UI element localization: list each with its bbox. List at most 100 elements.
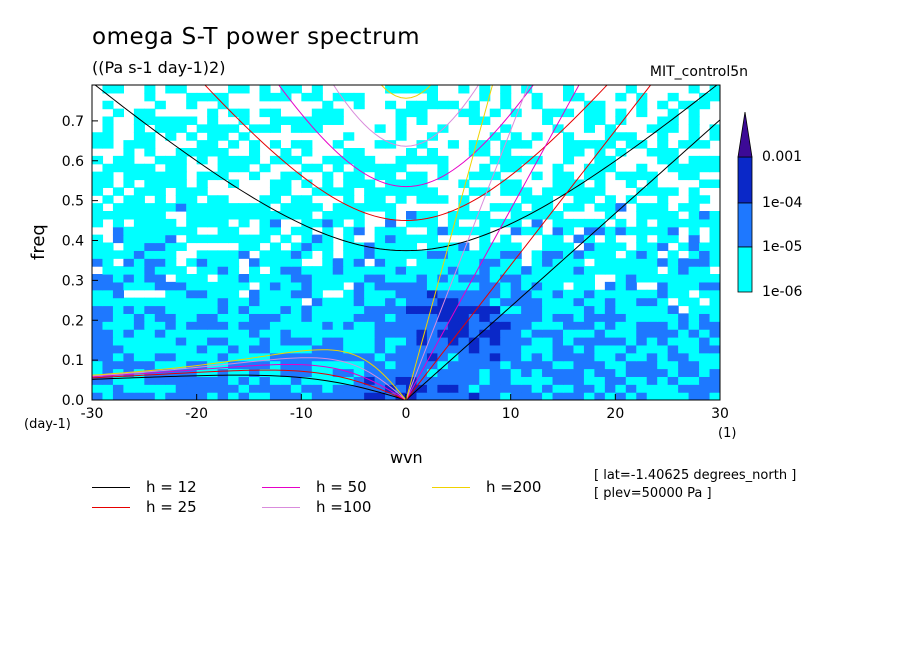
spectrum-cell bbox=[395, 289, 407, 299]
spectrum-cell bbox=[542, 344, 554, 354]
spectrum-cell bbox=[395, 250, 407, 259]
spectrum-cell bbox=[699, 242, 711, 251]
spectrum-cell bbox=[102, 281, 114, 291]
spectrum-cell bbox=[500, 234, 512, 244]
spectrum-cell bbox=[374, 195, 386, 204]
spectrum-cell bbox=[238, 274, 250, 283]
spectrum-cell bbox=[426, 344, 438, 354]
spectrum-cell bbox=[311, 352, 323, 362]
spectrum-cell bbox=[447, 266, 459, 275]
spectrum-cell bbox=[458, 108, 470, 118]
spectrum-cell bbox=[531, 337, 543, 346]
spectrum-cell bbox=[479, 258, 491, 267]
spectrum-cell bbox=[699, 179, 711, 188]
spectrum-cell bbox=[604, 211, 616, 220]
spectrum-cell bbox=[699, 281, 711, 291]
spectrum-cell bbox=[552, 124, 564, 133]
kelvin-curve-h25 bbox=[405, 85, 652, 400]
spectrum-cell bbox=[228, 258, 240, 267]
spectrum-cell bbox=[395, 155, 407, 165]
spectrum-cell bbox=[458, 85, 470, 94]
spectrum-cell bbox=[385, 376, 397, 385]
spectrum-cell bbox=[667, 352, 679, 362]
spectrum-cell bbox=[196, 321, 208, 330]
spectrum-cell bbox=[563, 344, 575, 354]
spectrum-cell bbox=[217, 258, 229, 267]
spectrum-cell bbox=[207, 92, 219, 102]
spectrum-cell bbox=[280, 116, 292, 125]
spectrum-cell bbox=[573, 195, 585, 204]
spectrum-cell bbox=[531, 171, 543, 181]
spectrum-cell bbox=[228, 368, 240, 377]
spectrum-cell bbox=[426, 329, 438, 338]
spectrum-cell bbox=[154, 392, 166, 400]
spectrum-cell bbox=[228, 234, 240, 244]
spectrum-cell bbox=[364, 344, 376, 354]
spectrum-cell bbox=[531, 203, 543, 212]
spectrum-cell bbox=[353, 155, 365, 165]
spectrum-cell bbox=[217, 281, 229, 291]
spectrum-cell bbox=[144, 360, 156, 370]
spectrum-cell bbox=[280, 376, 292, 385]
spectrum-cell bbox=[458, 305, 470, 314]
spectrum-cell bbox=[583, 321, 595, 330]
spectrum-cell bbox=[468, 344, 480, 354]
spectrum-cell bbox=[521, 266, 533, 275]
spectrum-cell bbox=[249, 289, 261, 299]
spectrum-cell bbox=[207, 392, 219, 400]
spectrum-cell bbox=[521, 337, 533, 346]
spectrum-cell bbox=[406, 392, 418, 400]
spectrum-cell bbox=[217, 352, 229, 362]
spectrum-cell bbox=[154, 203, 166, 212]
spectrum-cell bbox=[353, 297, 365, 307]
spectrum-cell bbox=[604, 195, 616, 204]
spectrum-cell bbox=[249, 329, 261, 338]
spectrum-cell bbox=[510, 250, 522, 259]
spectrum-cell bbox=[604, 155, 616, 165]
spectrum-cell bbox=[416, 187, 428, 196]
spectrum-cell bbox=[353, 289, 365, 299]
spectrum-cell bbox=[479, 171, 491, 181]
spectrum-cell bbox=[604, 163, 616, 173]
spectrum-cell bbox=[395, 352, 407, 362]
spectrum-cell bbox=[594, 203, 606, 212]
spectrum-cell bbox=[269, 108, 281, 118]
spectrum-cell bbox=[625, 258, 637, 267]
spectrum-cell bbox=[165, 313, 177, 322]
spectrum-cell bbox=[332, 305, 344, 314]
spectrum-cell bbox=[458, 274, 470, 283]
spectrum-cell bbox=[175, 344, 187, 354]
spectrum-cell bbox=[332, 376, 344, 385]
spectrum-cell bbox=[175, 352, 187, 362]
spectrum-cell bbox=[678, 297, 690, 307]
spectrum-cell bbox=[385, 297, 397, 307]
spectrum-cell bbox=[207, 266, 219, 275]
spectrum-cell bbox=[646, 305, 658, 314]
spectrum-cell bbox=[688, 392, 700, 400]
spectrum-cell bbox=[395, 258, 407, 267]
spectrum-cell bbox=[447, 313, 459, 322]
spectrum-cell bbox=[447, 337, 459, 346]
spectrum-cell bbox=[615, 148, 627, 157]
spectrum-cell bbox=[343, 250, 355, 259]
spectrum-cell bbox=[688, 337, 700, 346]
spectrum-cell bbox=[238, 163, 250, 173]
spectrum-cell bbox=[458, 195, 470, 204]
spectrum-cell bbox=[563, 305, 575, 314]
spectrum-cell bbox=[563, 376, 575, 385]
spectrum-cell bbox=[269, 344, 281, 354]
spectrum-cell bbox=[269, 392, 281, 400]
y-tick-label: 0.3 bbox=[62, 273, 84, 289]
spectrum-cell bbox=[604, 360, 616, 370]
spectrum-cell bbox=[531, 250, 543, 259]
spectrum-cell bbox=[563, 148, 575, 157]
spectrum-cell bbox=[426, 337, 438, 346]
spectrum-cell bbox=[92, 297, 104, 307]
spectrum-cell bbox=[92, 242, 104, 251]
spectrum-cell bbox=[374, 368, 386, 377]
spectrum-cell bbox=[437, 266, 449, 275]
spectrum-cell bbox=[594, 171, 606, 181]
spectrum-cell bbox=[322, 266, 334, 275]
spectrum-cell bbox=[604, 384, 616, 393]
spectrum-cell bbox=[563, 266, 575, 275]
